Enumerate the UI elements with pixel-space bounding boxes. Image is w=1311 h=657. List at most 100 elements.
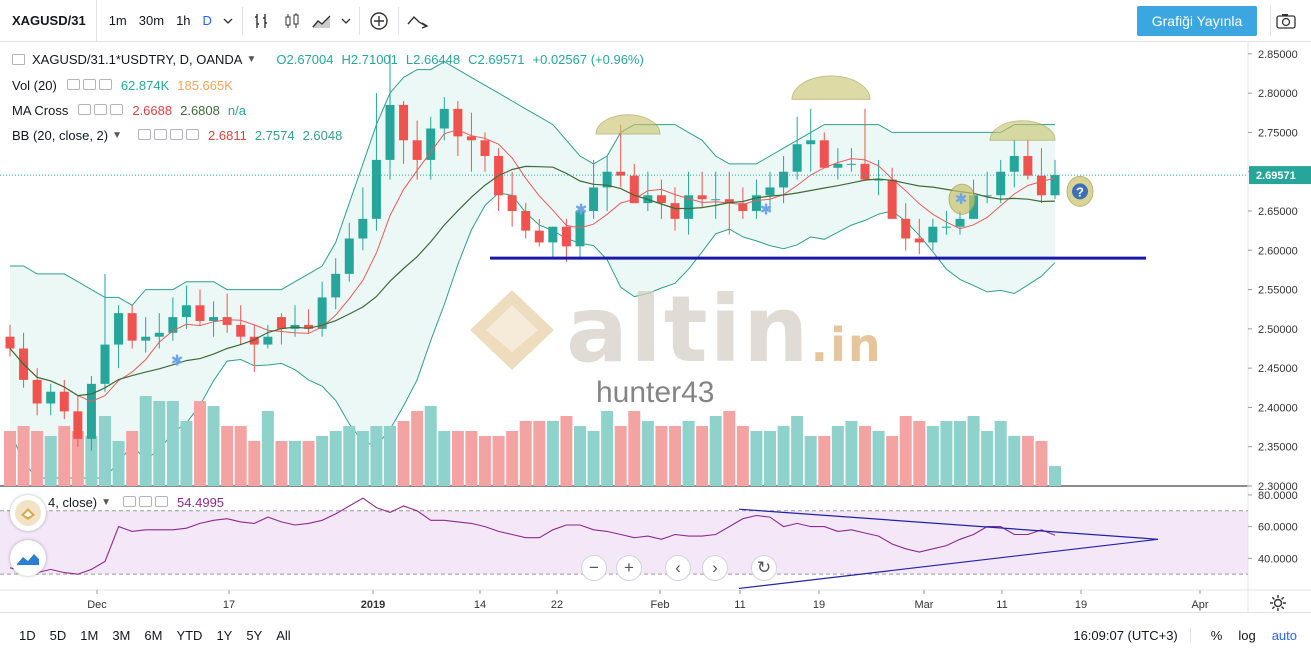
chevron-down-icon[interactable]: ▼	[112, 130, 123, 141]
volume-bar	[451, 431, 464, 486]
candle-body	[5, 336, 15, 349]
candle-body	[901, 218, 911, 239]
add-indicator-icon[interactable]	[364, 0, 394, 42]
bb-name[interactable]: BB (20, close, 2)	[12, 128, 109, 143]
bollinger-band-fill	[10, 61, 1055, 479]
gear-icon[interactable]	[1268, 593, 1288, 613]
candle-body	[209, 317, 219, 321]
time-tick-label: 11	[734, 599, 745, 611]
candle-body	[1023, 156, 1033, 176]
range-6m[interactable]: 6M	[144, 627, 163, 643]
log-toggle[interactable]: log	[1238, 627, 1256, 643]
time-tick-label: 19	[813, 599, 825, 611]
price-tick-label: 2.75000	[1258, 127, 1298, 139]
volume-bar	[899, 416, 912, 486]
candle-body	[969, 195, 979, 219]
volume-bar	[546, 421, 559, 486]
volume-bar	[777, 426, 790, 486]
camera-icon[interactable]	[1270, 6, 1301, 36]
ma-slow-line	[9, 165, 1056, 397]
volume-bar	[791, 416, 804, 486]
interval-1m[interactable]: 1m	[108, 12, 127, 28]
indicator-settings-icons[interactable]	[78, 103, 126, 118]
range-1m[interactable]: 1M	[80, 627, 99, 643]
candle-body	[819, 140, 829, 168]
volume-bar	[180, 421, 193, 486]
dome-annotation	[791, 75, 871, 100]
candle-body	[371, 159, 381, 219]
chart-widget-icon[interactable]	[10, 540, 46, 576]
collapse-icon[interactable]	[12, 54, 25, 65]
altin-logo-icon[interactable]	[10, 495, 46, 531]
candle-body	[222, 317, 232, 325]
bar-style-icon[interactable]	[247, 0, 277, 42]
ma-name[interactable]: MA Cross	[12, 103, 69, 118]
rsi-name[interactable]: 4, close)	[48, 495, 98, 510]
main-series-title[interactable]: XAGUSD/31.1*USDTRY, D, OANDA	[32, 52, 243, 67]
compare-icon[interactable]	[307, 0, 337, 42]
volume-bar	[44, 436, 57, 486]
indicator-settings-icons[interactable]	[138, 128, 202, 143]
volume-bar	[370, 426, 383, 486]
range-3m[interactable]: 3M	[112, 627, 131, 643]
chevron-down-icon[interactable]: ▼	[101, 497, 112, 508]
percent-toggle[interactable]: %	[1210, 627, 1223, 643]
publish-button[interactable]: Grafiği Yayınla	[1137, 6, 1257, 36]
vol-name[interactable]: Vol (20)	[12, 78, 57, 93]
range-1d[interactable]: 1D	[19, 627, 36, 643]
volume-bar	[1049, 466, 1061, 486]
volume-bar	[601, 411, 614, 486]
question-annotation	[1066, 175, 1094, 207]
volume-bar	[926, 426, 939, 486]
price-tick-label: 2.85000	[1258, 49, 1298, 61]
indicator-settings-icons[interactable]	[66, 78, 115, 93]
interval-30m[interactable]: 30m	[138, 12, 165, 28]
candle-body	[114, 313, 124, 345]
candle-body	[276, 317, 286, 329]
toolbar-divider	[397, 6, 399, 35]
candles-icon[interactable]	[277, 0, 307, 42]
range-ytd[interactable]: YTD	[176, 627, 203, 643]
time-tick-label: Dec	[87, 599, 107, 611]
candle-body	[996, 171, 1006, 196]
alert-icon[interactable]	[403, 0, 433, 42]
range-5d[interactable]: 5D	[49, 627, 67, 643]
star-marker-icon: ✱	[760, 200, 773, 218]
zoom-in-button[interactable]: +	[616, 555, 642, 581]
volume-bar	[764, 431, 776, 486]
price-tick-label: 2.45000	[1258, 363, 1298, 375]
volume-bar	[614, 426, 627, 486]
bb-basis: 2.6811	[208, 128, 247, 143]
ma-legend: MA Cross 2.6688 2.6808 n/a	[12, 103, 246, 118]
scroll-right-button[interactable]: ›	[702, 555, 728, 581]
auto-toggle[interactable]: auto	[1271, 627, 1297, 643]
vol-value-1: 62.874K	[120, 78, 170, 93]
candle-body	[263, 336, 273, 345]
reset-chart-button[interactable]: ↻	[751, 555, 777, 581]
clock[interactable]: 16:09:07 (UTC+3)	[1061, 627, 1191, 643]
range-5y[interactable]: 5Y	[246, 627, 263, 643]
range-all[interactable]: All	[276, 627, 291, 643]
scroll-left-button[interactable]: ‹	[665, 555, 691, 581]
price-tick-label: 2.30000	[1258, 481, 1298, 493]
indicator-settings-icons[interactable]	[123, 495, 171, 510]
chart-style-dropdown-icon[interactable]	[337, 0, 355, 42]
ma-fast-line	[9, 129, 1056, 403]
chevron-down-icon[interactable]: ▼	[246, 54, 257, 65]
candle-body	[806, 140, 816, 145]
volume-bar	[126, 431, 139, 486]
range-1y[interactable]: 1Y	[216, 627, 233, 643]
interval-1h[interactable]: 1h	[176, 12, 191, 28]
bb-upper: 2.7574	[254, 128, 295, 143]
interval-d[interactable]: D	[202, 12, 212, 28]
candle-body	[670, 203, 680, 219]
candle-body	[860, 163, 870, 180]
symbol-search[interactable]: XAGUSD/31	[0, 0, 97, 42]
candle-body	[548, 226, 558, 243]
candle-body	[833, 163, 843, 168]
candle-body	[141, 336, 151, 341]
volume-bar	[574, 426, 586, 486]
zoom-out-button[interactable]: −	[581, 555, 607, 581]
interval-dropdown-icon[interactable]	[218, 0, 238, 42]
candle-body	[643, 195, 653, 204]
